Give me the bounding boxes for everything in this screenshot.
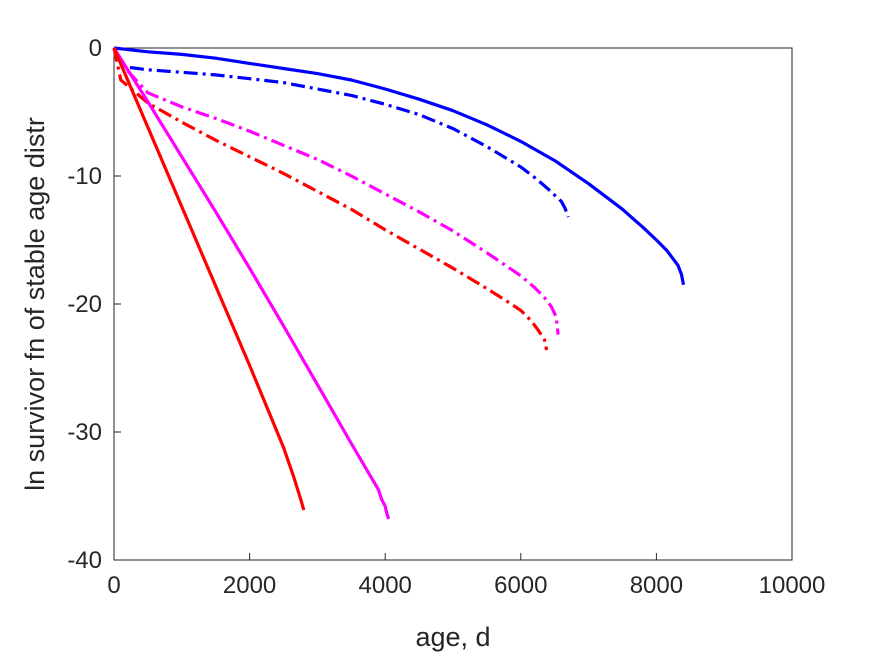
series-line-3 [112,47,560,335]
y-tick-label: -20 [67,291,102,318]
series-line-4 [112,47,549,351]
x-tick-label: 10000 [759,572,826,599]
x-tick-label: 8000 [630,572,683,599]
x-tick-label: 6000 [494,572,547,599]
series-line-1 [113,46,686,286]
y-tick-label: 0 [89,35,102,62]
series-layer [112,46,686,520]
series-line-5 [112,47,391,520]
x-axis-label: age, d [415,622,490,652]
x-tick-label: 4000 [359,572,412,599]
y-tick-label: -40 [67,547,102,574]
x-tick-label: 0 [107,572,120,599]
plot-area [113,47,793,561]
y-axis-label: ln survivor fn of stable age distr [20,117,50,491]
series-line-2 [112,47,570,218]
x-axis: 0 2000 4000 6000 8000 10000 [107,553,825,599]
x-tick-label: 2000 [223,572,276,599]
y-tick-label: -10 [67,163,102,190]
y-axis: 0 -10 -20 -30 -40 [67,35,121,574]
y-tick-label: -30 [67,419,102,446]
series-line-6 [112,47,306,511]
